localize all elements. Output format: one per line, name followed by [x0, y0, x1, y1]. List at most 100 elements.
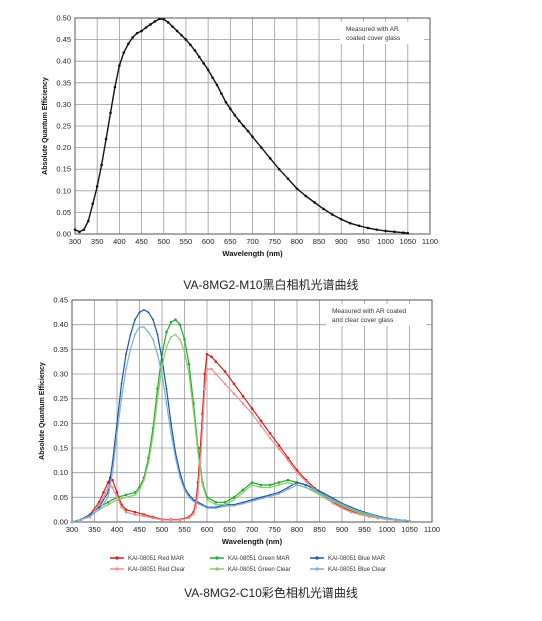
data-point: [131, 36, 134, 39]
data-point: [152, 434, 154, 437]
x-tick-label: 1050: [401, 525, 418, 534]
data-point: [358, 513, 362, 516]
x-tick-label: 450: [133, 525, 146, 534]
data-point: [138, 326, 141, 329]
x-tick-label: 900: [336, 525, 349, 534]
data-point: [158, 17, 161, 21]
data-point: [165, 402, 168, 405]
y-tick-label: 0.15: [53, 444, 68, 453]
data-point: [402, 231, 405, 235]
gridlines: [71, 299, 433, 523]
data-point: [147, 311, 150, 314]
legend-marker: [115, 556, 119, 560]
data-point: [215, 503, 217, 506]
data-point: [242, 124, 245, 128]
data-point: [331, 501, 335, 505]
data-point: [151, 516, 155, 520]
data-point: [269, 495, 271, 498]
data-point: [183, 489, 186, 491]
data-point: [331, 213, 334, 216]
legend-item: KAI-08051 Red MAR: [110, 556, 185, 562]
data-point: [251, 500, 253, 503]
x-tick-label: 900: [335, 237, 348, 246]
data-point: [332, 500, 334, 503]
data-point: [192, 512, 195, 516]
x-tick-label: 800: [291, 525, 304, 534]
y-tick-label: 0.00: [56, 230, 71, 239]
x-tick-label: 300: [66, 525, 79, 534]
data-point: [201, 484, 204, 486]
x-tick-label: 1050: [399, 237, 416, 246]
series-4: [71, 333, 411, 523]
data-point: [268, 431, 272, 435]
data-point: [113, 85, 117, 89]
data-point: [143, 326, 145, 329]
data-point: [375, 228, 379, 231]
data-point: [98, 506, 100, 509]
data-point: [98, 508, 100, 511]
data-point: [241, 394, 245, 398]
data-point: [260, 146, 263, 149]
data-point: [166, 21, 170, 24]
x-axis-label: Wavelength (nm): [222, 537, 283, 546]
x-tick-label: 1000: [377, 237, 394, 246]
y-axis-label: Absolute Quantum Efficiency: [42, 77, 49, 175]
data-point: [269, 493, 271, 496]
data-point: [223, 382, 227, 386]
data-point: [115, 496, 119, 499]
x-tick-label: 650: [224, 237, 237, 246]
data-point: [188, 373, 190, 375]
data-point: [147, 331, 150, 333]
data-point: [350, 507, 352, 510]
data-point: [129, 348, 132, 351]
data-point: [260, 496, 262, 499]
data-point: [143, 308, 145, 311]
data-point: [366, 226, 370, 230]
legend-label: KAI-08051 Red Clear: [128, 567, 185, 573]
data-point: [138, 311, 141, 314]
legend-item: KAI-08051 Green MAR: [210, 556, 290, 562]
data-point: [242, 491, 244, 494]
y-tick-label: 0.25: [56, 122, 71, 131]
data-point: [304, 194, 308, 198]
data-point: [203, 387, 207, 391]
data-point: [314, 491, 316, 494]
data-point: [286, 478, 290, 482]
data-point: [332, 497, 334, 500]
data-point: [278, 484, 280, 486]
data-point: [386, 517, 388, 520]
gridlines: [74, 17, 431, 235]
data-point: [178, 323, 182, 326]
data-point: [224, 503, 226, 506]
data-point: [170, 336, 172, 338]
data-point: [350, 508, 352, 511]
data-point: [268, 483, 272, 487]
data-point: [183, 350, 186, 353]
data-point: [100, 163, 103, 167]
series-0: [73, 17, 410, 235]
series-2: [71, 308, 411, 523]
x-tick-label: 950: [358, 525, 371, 534]
data-point: [232, 392, 236, 396]
data-point: [170, 422, 172, 425]
legend-marker: [315, 556, 319, 560]
data-point: [192, 410, 195, 412]
data-point: [71, 521, 73, 523]
data-point: [116, 432, 118, 435]
data-point: [180, 33, 183, 37]
y-tick-label: 0.10: [56, 186, 71, 195]
data-point: [259, 483, 263, 487]
data-point: [89, 515, 91, 517]
annotation-line: and clear cover glass: [332, 317, 394, 324]
y-tick-label: 0.25: [53, 394, 68, 403]
data-point: [197, 502, 199, 505]
legend-label: KAI-08051 Red MAR: [128, 556, 185, 562]
data-point: [187, 516, 191, 520]
y-tick-label: 0.05: [53, 493, 68, 502]
data-point: [323, 496, 325, 499]
data-point: [197, 452, 199, 454]
data-point: [359, 512, 361, 515]
x-tick-label: 500: [157, 237, 170, 246]
legend: KAI-08051 Red MAR KAI-08051 Green MAR KAI-…: [110, 556, 386, 573]
data-point: [210, 355, 213, 359]
